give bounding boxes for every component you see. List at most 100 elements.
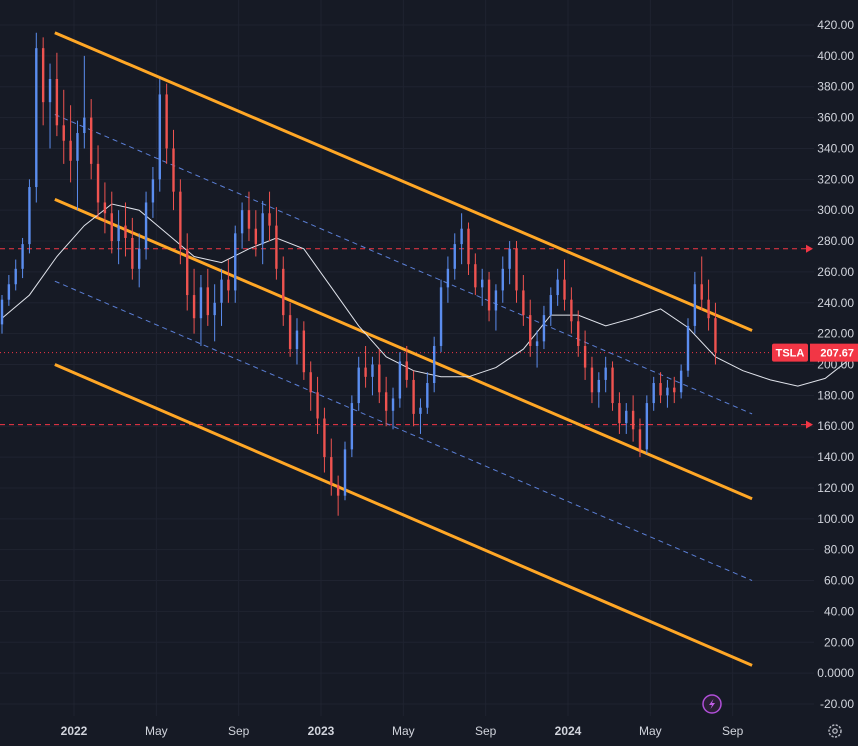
candle-body xyxy=(323,418,326,458)
candle-body xyxy=(652,383,655,404)
price-tick-label: 340.00 xyxy=(817,141,854,155)
candle-body xyxy=(288,315,292,350)
candle-body xyxy=(460,228,463,245)
candle-body xyxy=(529,315,532,346)
settings-gear-icon[interactable] xyxy=(828,724,842,738)
candle-body xyxy=(282,268,285,316)
candle-body xyxy=(261,213,264,245)
candle-body xyxy=(611,367,614,404)
candle-body xyxy=(494,290,498,311)
candle-body xyxy=(41,48,45,103)
price-tick-label: 20.00 xyxy=(824,635,854,649)
candle-body xyxy=(172,148,175,192)
candle-body xyxy=(343,449,347,496)
candle-body xyxy=(384,392,388,411)
candle-body xyxy=(309,372,312,393)
time-tick-label: 2024 xyxy=(555,724,582,738)
flash-icon[interactable] xyxy=(702,694,722,714)
channel-line-lower[interactable] xyxy=(54,363,753,667)
price-tick-label: 260.00 xyxy=(817,265,854,279)
channel-line-mid-lower[interactable] xyxy=(54,280,753,582)
candle-body xyxy=(508,248,511,269)
price-tick-label: 80.00 xyxy=(824,543,854,557)
candle-body xyxy=(131,237,134,269)
candle-body xyxy=(604,367,607,380)
time-axis[interactable]: p2022MaySep2023MaySep2024MaySep xyxy=(0,724,744,738)
price-tick-label: 220.00 xyxy=(817,327,854,341)
channel-line-mid-upper[interactable] xyxy=(54,114,753,415)
candle-body xyxy=(55,79,59,126)
price-tick-label: 160.00 xyxy=(817,419,854,433)
candle-body xyxy=(69,140,72,161)
candle-body xyxy=(618,403,621,424)
candle-body xyxy=(659,383,662,396)
candle-body xyxy=(631,410,635,430)
candle-body xyxy=(570,299,573,322)
candle-body xyxy=(62,125,65,141)
candle-body xyxy=(227,279,230,291)
candle-body xyxy=(398,361,402,399)
candle-body xyxy=(28,187,31,245)
time-tick-label: Sep xyxy=(475,724,497,738)
candle-body xyxy=(597,379,601,393)
channel-line-upper[interactable] xyxy=(54,31,753,332)
ticker-label: TSLA xyxy=(776,348,805,360)
candle-body xyxy=(165,94,168,149)
price-tick-label: 0.0000 xyxy=(817,666,854,680)
candle-body xyxy=(199,287,203,319)
candle-body xyxy=(481,279,484,288)
candle-body xyxy=(14,268,17,285)
price-tick-label: 360.00 xyxy=(817,111,854,125)
ticker-badge xyxy=(772,343,808,362)
price-tick-label: 300.00 xyxy=(817,203,854,217)
horizontal-levels xyxy=(0,244,813,429)
price-tick-label: 140.00 xyxy=(817,450,854,464)
candle-body xyxy=(89,117,93,164)
candle-body xyxy=(549,295,552,316)
price-tick-label: 240.00 xyxy=(817,296,854,310)
candle-body xyxy=(693,284,697,326)
price-tick-label: 420.00 xyxy=(817,18,854,32)
candle-body xyxy=(673,387,676,393)
candle-body xyxy=(467,228,470,265)
price-axis[interactable]: 420.00 400.00 380.00 360.00 340.00 320.00 300.… xyxy=(817,18,854,711)
price-tick-label: 60.00 xyxy=(824,574,854,588)
candle-body xyxy=(336,484,340,496)
candle-body xyxy=(364,367,367,377)
time-tick-label: May xyxy=(392,724,415,738)
candle-body xyxy=(453,244,456,269)
price-tick-label: 400.00 xyxy=(817,49,854,63)
candle-body xyxy=(583,345,587,368)
level-arrow-icon xyxy=(806,244,813,253)
candle-body xyxy=(625,410,628,424)
candle-body xyxy=(666,387,669,396)
price-badges: TSLA 207.67 xyxy=(772,343,858,362)
candle-body xyxy=(213,302,216,316)
candle-body xyxy=(247,210,251,229)
candle-body xyxy=(501,268,504,291)
candle-body xyxy=(419,407,422,414)
candle-body xyxy=(234,233,237,291)
candle-body xyxy=(192,295,196,319)
candle-body xyxy=(330,457,333,485)
price-tick-label: 380.00 xyxy=(817,80,854,94)
candle-body xyxy=(110,213,113,242)
candle-body xyxy=(275,225,278,269)
candle-body xyxy=(522,290,525,316)
candle-body xyxy=(254,228,258,245)
time-tick-label: 2022 xyxy=(61,724,88,738)
candle-body xyxy=(686,325,690,371)
candle-body xyxy=(515,248,518,291)
candle-body xyxy=(117,225,120,242)
candle-body xyxy=(35,48,38,188)
candle-body xyxy=(295,330,299,350)
channel-line-middle[interactable] xyxy=(54,198,753,501)
candle-body xyxy=(645,403,649,450)
candle-body xyxy=(316,392,319,419)
price-tick-label: 120.00 xyxy=(817,481,854,495)
candle-body xyxy=(439,287,443,346)
channel-lines xyxy=(54,31,753,667)
candle-body xyxy=(158,94,161,180)
candle-body xyxy=(590,367,594,393)
